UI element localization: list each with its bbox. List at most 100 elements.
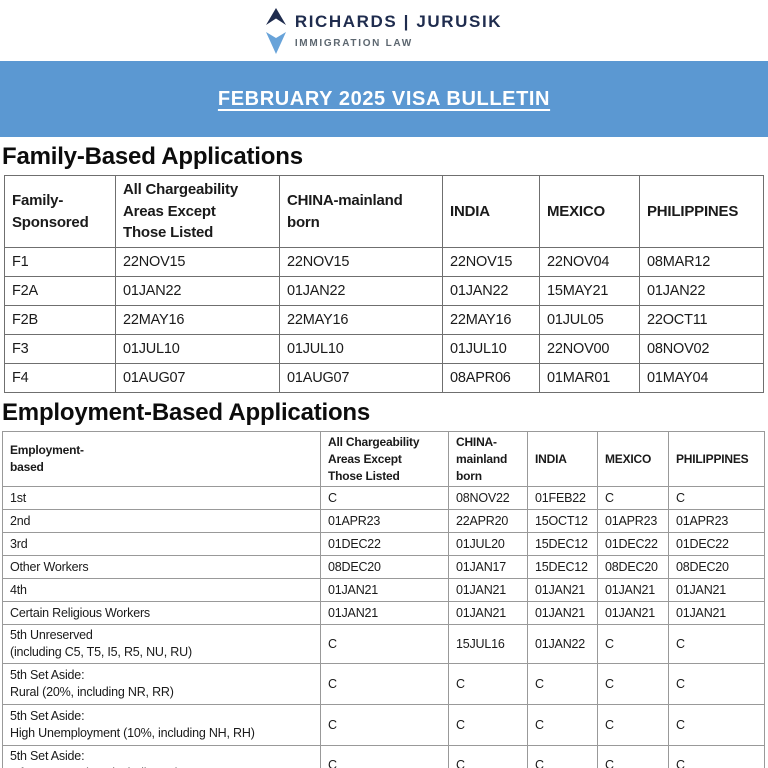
table-cell: 01JUL10 [279,334,443,364]
table-cell: 08DEC20 [668,555,765,580]
table-cell: 01JAN22 [115,276,280,306]
table-cell: 15DEC12 [527,532,598,557]
table-cell: C [668,486,765,511]
table-cell: 22NOV00 [539,334,640,364]
table-cell: 22MAY16 [279,305,443,335]
table-row: 5th Set Aside: Rural (20%, including NR,… [2,663,765,706]
table-row: F3 01JUL10 01JUL10 01JUL10 22NOV00 08NOV… [4,334,764,364]
richards-jurusik-logo: RICHARDS | JURUSIK IMMIGRATION LAW [265,7,502,54]
employment-section-heading: Employment-Based Applications [2,399,371,426]
table-cell: C [527,745,598,768]
bulletin-title-link[interactable]: FEBRUARY 2025 VISA BULLETIN [217,87,551,110]
table-cell: 01MAY04 [639,363,764,393]
table-cell: 01AUG07 [115,363,280,393]
row-label: F1 [4,247,116,277]
table-row: F2A 01JAN22 01JAN22 01JAN22 15MAY21 01JA… [4,276,764,306]
table-cell: C [448,704,528,747]
family-section-heading: Family-Based Applications [2,143,303,170]
table-row: Other Workers 08DEC20 01JAN17 15DEC12 08… [2,555,765,580]
table-cell: C [597,745,669,768]
table-cell: C [527,663,598,706]
column-header: PHILIPPINES [668,430,765,488]
row-label: 5th Set Aside: Rural (20%, including NR,… [2,663,321,706]
column-header: INDIA [442,175,540,248]
table-cell: 01JAN22 [527,624,598,665]
table-cell: 01DEC22 [320,532,449,557]
logo-arrows-icon [265,7,286,54]
table-cell: C [597,663,669,706]
table-cell: 22NOV04 [539,247,640,277]
table-cell: 22NOV15 [442,247,540,277]
column-header: PHILIPPINES [639,175,764,248]
row-label: F2A [4,276,116,306]
table-cell: 01JAN21 [448,578,528,603]
table-cell: 22MAY16 [442,305,540,335]
table-cell: 01APR23 [320,509,449,534]
row-label: F4 [4,363,116,393]
table-cell: 22OCT11 [639,305,764,335]
table-cell: 01JAN21 [527,578,598,603]
table-cell: 01JUL05 [539,305,640,335]
table-row: F4 01AUG07 01AUG07 08APR06 01MAR01 01MAY… [4,363,764,393]
table-cell: 01JAN21 [448,601,528,626]
table-cell: 01JAN22 [442,276,540,306]
table-row: F1 22NOV15 22NOV15 22NOV15 22NOV04 08MAR… [4,247,764,277]
row-label: 4th [2,578,321,603]
table-cell: 01JUL20 [448,532,528,557]
table-row: 2nd 01APR23 22APR20 15OCT12 01APR23 01AP… [2,509,765,534]
column-header: CHINA- mainland born [448,430,528,488]
row-label: F3 [4,334,116,364]
table-row: 3rd 01DEC22 01JUL20 15DEC12 01DEC22 01DE… [2,532,765,557]
table-cell: 22APR20 [448,509,528,534]
table-cell: 01JAN21 [668,601,765,626]
family-table-header-row: Family- Sponsored All Chargeability Area… [4,175,764,248]
table-cell: 08MAR12 [639,247,764,277]
table-cell: 15MAY21 [539,276,640,306]
table-row: 5th Set Aside: Infrastructure (2%, inclu… [2,745,765,768]
table-cell: 08DEC20 [597,555,669,580]
column-header: Family- Sponsored [4,175,116,248]
table-cell: C [668,704,765,747]
row-label: Other Workers [2,555,321,580]
table-cell: 01JAN22 [639,276,764,306]
table-cell: 15OCT12 [527,509,598,534]
row-label: Certain Religious Workers [2,601,321,626]
table-cell: 08DEC20 [320,555,449,580]
table-cell: 01JAN21 [320,601,449,626]
table-cell: 01APR23 [668,509,765,534]
table-cell: 01DEC22 [668,532,765,557]
table-cell: C [668,624,765,665]
column-header: CHINA-mainland born [279,175,443,248]
logo-text: RICHARDS | JURUSIK IMMIGRATION LAW [295,11,502,51]
table-cell: 01AUG07 [279,363,443,393]
bulletin-banner: FEBRUARY 2025 VISA BULLETIN [0,61,768,137]
table-cell: 01DEC22 [597,532,669,557]
column-header: All Chargeability Areas Except Those Lis… [115,175,280,248]
table-cell: 01MAR01 [539,363,640,393]
table-cell: 01JAN21 [597,578,669,603]
employment-table-header-row: Employment- based All Chargeability Area… [2,430,765,488]
table-cell: C [448,745,528,768]
column-header: MEXICO [597,430,669,488]
table-cell: 08NOV22 [448,486,528,511]
table-cell: 22NOV15 [279,247,443,277]
column-header: All Chargeability Areas Except Those Lis… [320,430,449,488]
table-cell: 01JAN21 [668,578,765,603]
table-cell: C [668,745,765,768]
up-arrow-icon [265,7,286,25]
table-cell: 01APR23 [597,509,669,534]
table-cell: 01JAN21 [597,601,669,626]
row-label: F2B [4,305,116,335]
table-cell: 01JAN21 [527,601,598,626]
table-cell: 08APR06 [442,363,540,393]
table-cell: 01JUL10 [115,334,280,364]
table-cell: 01JUL10 [442,334,540,364]
table-cell: 01FEB22 [527,486,598,511]
row-label: 3rd [2,532,321,557]
table-cell: 15JUL16 [448,624,528,665]
table-cell: 22MAY16 [115,305,280,335]
table-row: 5th Unreserved (including C5, T5, I5, R5… [2,624,765,665]
table-cell: 22NOV15 [115,247,280,277]
table-cell: 08NOV02 [639,334,764,364]
